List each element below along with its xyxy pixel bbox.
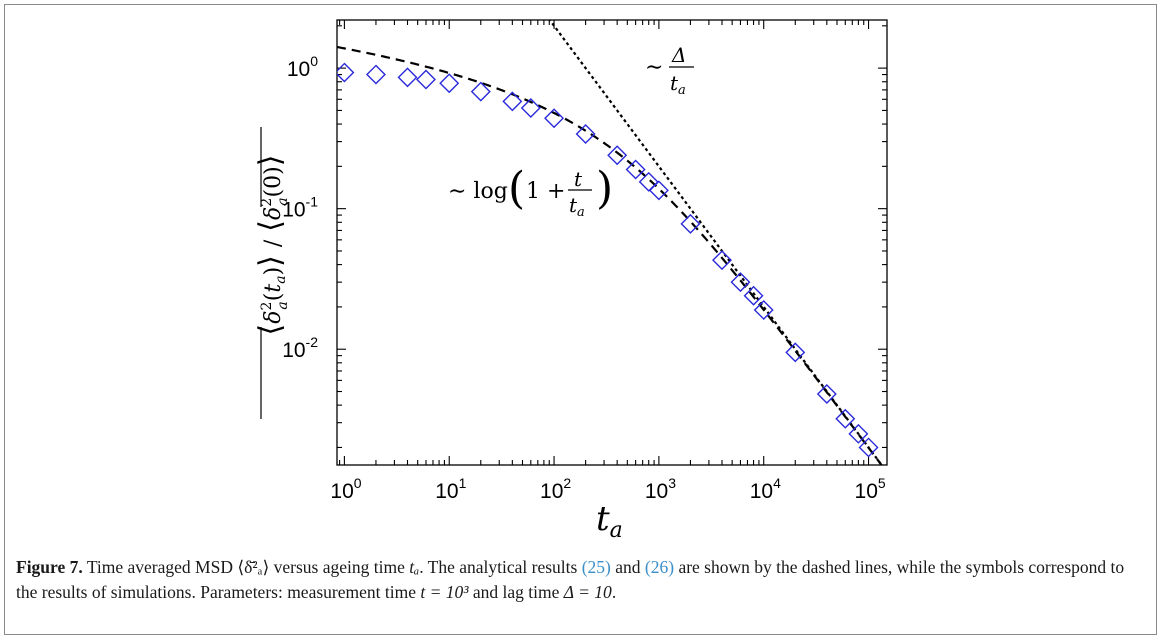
figure-frame (4, 4, 1157, 635)
y-tick-label: 10-2 (282, 334, 318, 362)
simulation-markers (337, 62, 879, 458)
data-point (638, 171, 659, 192)
data-point (439, 73, 460, 94)
caption-param-delta: Δ = 10 (563, 582, 612, 602)
data-point (816, 384, 837, 404)
data-point (835, 408, 856, 429)
x-tick-label: 105 (855, 475, 886, 503)
caption-label: Figure 7. (16, 557, 83, 577)
data-point (470, 81, 491, 102)
data-point (753, 300, 774, 321)
caption-msd-symbol: ⟨δ̄²ₐ⟩ (237, 557, 270, 577)
x-tick-label: 100 (330, 475, 361, 503)
caption-text: and lag time (468, 582, 564, 602)
svg-text:∼: ∼ (645, 55, 663, 80)
chart: 100 101 102 103 104 105 100 10-1 10-2 ta ⟨δ2a(t… (253, 19, 888, 543)
data-point (648, 180, 669, 201)
y-axis-label: ⟨δ2a(ta)⟩/⟨δ2a(0)⟩ (253, 127, 291, 419)
caption-text: Time averaged MSD (82, 557, 238, 577)
svg-text:⟨δ2a(ta)⟩/⟨δ2a(0)⟩: ⟨δ2a(ta)⟩/⟨δ2a(0)⟩ (253, 155, 291, 336)
data-point (848, 423, 869, 444)
caption-text: and (610, 557, 645, 577)
x-tick-label: 102 (540, 475, 571, 503)
x-tick-label: 104 (750, 475, 781, 503)
x-tick-label: 103 (645, 475, 676, 503)
svg-text:1 +: 1 + (526, 179, 565, 204)
y-tick-labels: 100 10-1 10-2 (282, 53, 318, 362)
data-point (337, 62, 355, 83)
x-axis-label: ta (596, 499, 623, 543)
data-point (680, 213, 701, 234)
data-point (730, 272, 751, 293)
data-point (607, 145, 628, 166)
data-point (415, 69, 436, 90)
caption-text: are shown by the dashed lines, while the… (16, 557, 1125, 602)
data-point (365, 64, 386, 85)
figure-caption: Figure 7. Time averaged MSD ⟨δ̄²ₐ⟩ versu… (16, 555, 1141, 605)
plot-area (336, 19, 888, 466)
data-point (785, 342, 806, 363)
data-point (520, 98, 541, 119)
model-lines (337, 20, 884, 465)
caption-text: . The analytical results (419, 557, 582, 577)
log-annotation: ∼ log ( 1 + t ta ) (448, 163, 613, 220)
equation-ref-link[interactable]: (25) (581, 557, 611, 577)
data-point (575, 123, 596, 144)
log-model-line (337, 45, 883, 465)
x-tick-labels: 100 101 102 103 104 105 (330, 475, 886, 503)
caption-ta: tₐ (409, 557, 420, 577)
caption-text: versus ageing time (269, 557, 410, 577)
caption-text: . (611, 582, 617, 602)
svg-text:Δ: Δ (671, 43, 686, 67)
delta-annotation: ∼ Δ ta (645, 43, 694, 98)
equation-ref-link[interactable]: (26) (644, 557, 675, 577)
svg-text:∼ log: ∼ log (448, 179, 508, 204)
svg-text:(: ( (508, 163, 525, 214)
data-point (858, 437, 879, 458)
data-point (397, 67, 418, 88)
tick-marks (337, 20, 887, 465)
data-point (502, 91, 523, 112)
svg-text:t: t (574, 167, 583, 191)
y-tick-label: 100 (287, 53, 318, 81)
data-point (544, 108, 565, 129)
data-point (625, 159, 646, 180)
x-tick-label: 101 (435, 475, 466, 503)
svg-text:): ) (596, 163, 613, 214)
data-point (712, 250, 732, 271)
data-point (743, 285, 764, 306)
y-tick-label: 10-1 (282, 194, 318, 222)
caption-param-t: t = 10³ (420, 582, 469, 602)
